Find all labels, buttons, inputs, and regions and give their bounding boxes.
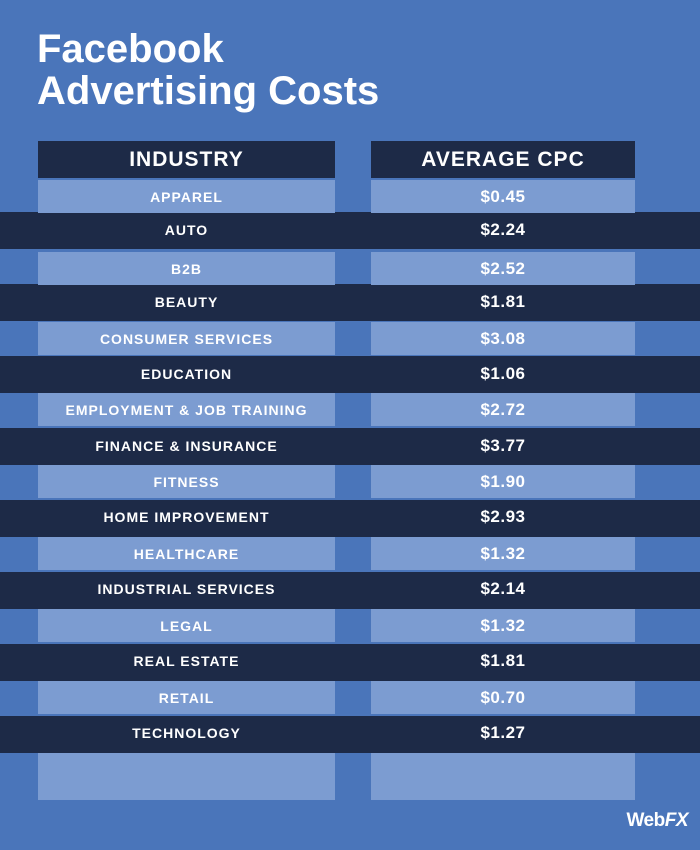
row-band-7 bbox=[0, 716, 700, 753]
industry-cell-14: RETAIL bbox=[38, 681, 335, 714]
industry-cell-10: HEALTHCARE bbox=[38, 537, 335, 570]
cpc-cell-11: $2.14 bbox=[480, 578, 526, 598]
row-band-2 bbox=[0, 356, 700, 393]
cpc-cell-13: $1.81 bbox=[480, 650, 526, 670]
industry-cell-1: AUTO bbox=[164, 221, 209, 238]
table-footer-industry bbox=[38, 753, 335, 800]
row-band-5 bbox=[0, 572, 700, 609]
industry-cell-15: TECHNOLOGY bbox=[132, 724, 241, 741]
column-header-industry: INDUSTRY bbox=[38, 141, 335, 178]
page-title: Facebook Advertising Costs bbox=[37, 28, 379, 112]
industry-cell-12: LEGAL bbox=[38, 609, 335, 642]
title-line-2: Advertising Costs bbox=[37, 69, 380, 113]
industry-cell-8: FITNESS bbox=[38, 465, 335, 498]
industry-cell-9: HOME IMPROVEMENT bbox=[103, 508, 270, 525]
industry-cell-11: INDUSTRIAL SERVICES bbox=[97, 580, 276, 597]
industry-cell-3: BEAUTY bbox=[154, 293, 219, 310]
row-band-3 bbox=[0, 428, 700, 465]
industry-cell-13: REAL ESTATE bbox=[133, 652, 240, 669]
webfx-logo: WebFX bbox=[626, 810, 688, 831]
cpc-cell-8: $1.90 bbox=[371, 465, 635, 498]
column-header-average-cpc: AVERAGE CPC bbox=[371, 141, 635, 178]
cpc-cell-12: $1.32 bbox=[371, 609, 635, 642]
cpc-cell-6: $2.72 bbox=[371, 393, 635, 426]
industry-cell-5: EDUCATION bbox=[140, 365, 233, 382]
row-band-4 bbox=[0, 500, 700, 537]
industry-cell-7: FINANCE & INSURANCE bbox=[95, 437, 278, 454]
cpc-cell-7: $3.77 bbox=[480, 435, 526, 455]
row-band-1 bbox=[0, 284, 700, 321]
industry-cell-0: APPAREL bbox=[38, 180, 335, 213]
industry-cell-4: CONSUMER SERVICES bbox=[38, 322, 335, 355]
row-band-6 bbox=[0, 644, 700, 681]
cpc-cell-1: $2.24 bbox=[480, 219, 526, 239]
cpc-cell-5: $1.06 bbox=[480, 363, 526, 383]
cpc-cell-15: $1.27 bbox=[480, 722, 526, 742]
industry-cell-6: EMPLOYMENT & JOB TRAINING bbox=[38, 393, 335, 426]
cpc-cell-3: $1.81 bbox=[480, 291, 526, 311]
cpc-cell-10: $1.32 bbox=[371, 537, 635, 570]
industry-cell-2: B2B bbox=[38, 252, 335, 285]
cpc-cell-0: $0.45 bbox=[371, 180, 635, 213]
cpc-cell-4: $3.08 bbox=[371, 322, 635, 355]
cpc-cell-2: $2.52 bbox=[371, 252, 635, 285]
cpc-cell-9: $2.93 bbox=[480, 506, 526, 526]
table-footer-cpc bbox=[371, 753, 635, 800]
title-line-1: Facebook bbox=[37, 27, 224, 71]
cpc-cell-14: $0.70 bbox=[371, 681, 635, 714]
row-band-0 bbox=[0, 212, 700, 249]
